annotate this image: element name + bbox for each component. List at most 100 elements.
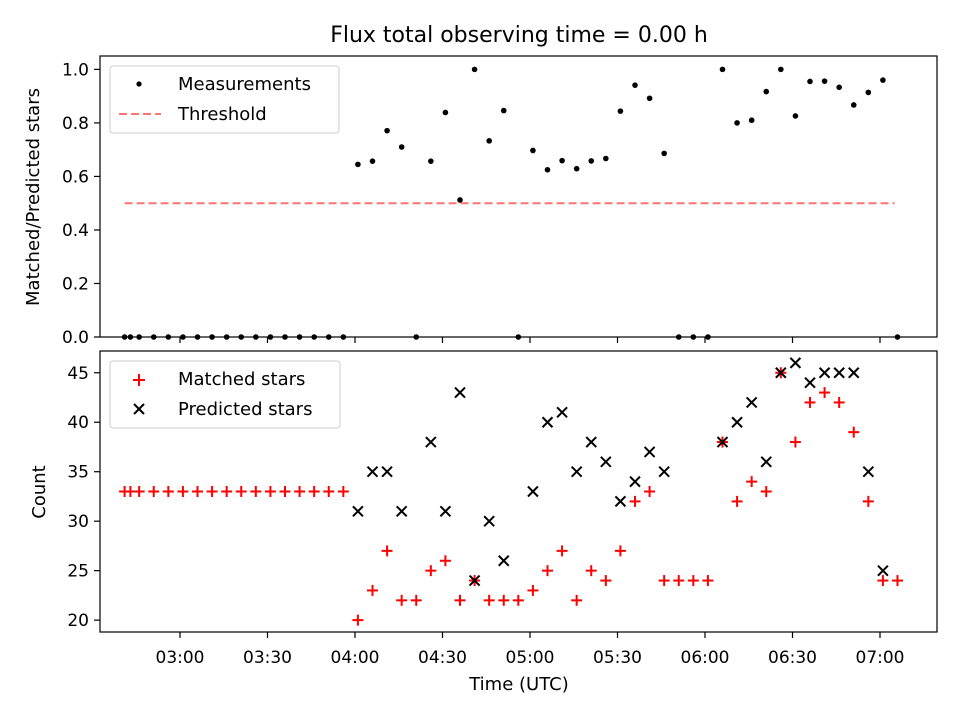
matched-star-point <box>162 486 174 497</box>
top-y-tick-label: 1.0 <box>62 60 89 80</box>
bottom-legend: Matched stars Predicted stars <box>109 360 341 429</box>
predicted-star-point <box>395 505 408 517</box>
predicted-star-point <box>818 367 831 379</box>
predicted-star-point <box>498 555 510 567</box>
matched-star-point <box>731 495 743 507</box>
matched-star-point <box>235 486 247 497</box>
legend-matched-marker <box>133 374 145 386</box>
predicted-star-point <box>877 564 889 577</box>
matched-star-point <box>308 486 320 497</box>
measurement-point <box>661 150 667 157</box>
x-tick-label: 04:30 <box>418 648 467 668</box>
top-y-tick-label: 0.2 <box>62 274 89 294</box>
matched-star-point <box>148 486 160 497</box>
measurement-point <box>792 113 799 119</box>
matched-star-point <box>250 486 262 497</box>
measurement-point <box>559 157 565 164</box>
measurement-point <box>500 107 507 114</box>
measurement-point <box>632 82 638 88</box>
predicted-star-point <box>629 475 641 488</box>
matched-star-point <box>833 396 845 408</box>
matched-star-point <box>381 545 393 557</box>
measurement-point <box>646 95 653 102</box>
top-y-tick-label: 0.0 <box>62 328 89 348</box>
top-legend: Measurements Threshold <box>109 65 340 134</box>
legend-measurements-marker <box>136 81 142 87</box>
matched-star-point <box>600 575 612 587</box>
bottom-y-axis-label: Count <box>29 465 50 518</box>
matched-star-point <box>192 486 203 497</box>
x-axis-label: Time (UTC) <box>468 674 569 695</box>
predicted-star-point <box>833 367 845 379</box>
measurement-point <box>850 102 857 108</box>
top-y-tick-label: 0.6 <box>62 167 89 187</box>
top-y-axis: 0.0 0.2 0.4 0.6 0.8 1.0 <box>62 60 100 348</box>
measurements-series <box>121 66 901 340</box>
measurement-point <box>617 108 624 114</box>
bottom-legend-frame <box>109 360 341 429</box>
matched-star-point <box>177 486 189 497</box>
measurement-point <box>471 66 478 73</box>
legend-matched-label: Matched stars <box>178 369 305 390</box>
bottom-y-tick-label: 30 <box>67 512 89 532</box>
predicted-star-point <box>366 466 379 478</box>
predicted-star-point <box>468 574 481 587</box>
predicted-star-point <box>614 495 627 508</box>
predicted-star-point <box>760 456 772 468</box>
matched-star-point <box>760 486 772 497</box>
measurement-point <box>355 161 361 168</box>
predicted-star-point <box>643 446 656 458</box>
top-y-tick-label: 0.4 <box>62 221 89 241</box>
measurement-point <box>880 77 886 83</box>
predicted-star-point <box>775 367 787 379</box>
measurement-point <box>486 138 492 144</box>
matched-star-point <box>877 575 889 587</box>
matched-star-point <box>221 486 233 497</box>
predicted-star-point <box>483 515 495 527</box>
matched-star-point <box>673 575 685 587</box>
predicted-star-point <box>658 466 670 478</box>
top-plot-frame <box>99 55 938 338</box>
predicted-star-point <box>862 466 875 478</box>
bottom-y-tick-label: 45 <box>67 364 89 384</box>
x-tick-label: 06:30 <box>768 648 817 668</box>
measurement-point <box>719 66 726 73</box>
measurement-point <box>398 144 405 150</box>
x-tick-label: 03:00 <box>156 648 205 668</box>
bottom-panel: 20 25 30 35 40 45 03:00 03:30 04:00 04:30 05:00 05… <box>29 350 938 695</box>
matched-star-point <box>804 396 816 408</box>
predicted-star-point <box>585 436 597 448</box>
measurement-point <box>836 84 842 91</box>
matched-star-point <box>789 436 801 448</box>
matched-star-point <box>746 476 758 488</box>
measurement-point <box>603 155 609 162</box>
measurement-point <box>865 89 872 96</box>
matched-star-point <box>439 555 451 567</box>
matched-star-point <box>454 594 466 606</box>
predicted-star-point <box>439 505 452 517</box>
matched-star-point <box>687 575 699 587</box>
matched-star-point <box>512 594 524 606</box>
x-tick-label: 03:30 <box>243 648 292 668</box>
matched-star-point <box>585 565 597 577</box>
predicted-star-point <box>804 376 816 389</box>
x-tick-label: 04:00 <box>331 648 380 668</box>
matched-star-point <box>337 486 349 497</box>
matched-star-point <box>892 575 903 587</box>
matched-star-point <box>133 486 145 497</box>
matched-star-point <box>542 565 553 577</box>
bottom-y-axis: 20 25 30 35 40 45 <box>67 364 100 631</box>
predicted-star-point <box>600 456 612 468</box>
predicted-star-point <box>789 357 802 369</box>
matched-star-point <box>498 594 510 606</box>
measurement-point <box>763 88 770 95</box>
measurement-point <box>384 127 390 134</box>
matched-star-point <box>483 594 495 606</box>
matched-star-point <box>264 486 276 497</box>
predicted-star-point <box>848 367 860 379</box>
matched-star-point <box>396 594 408 606</box>
bottom-y-tick-label: 35 <box>67 463 89 483</box>
matched-star-point <box>819 387 831 399</box>
predicted-star-point <box>570 466 583 478</box>
predicted-star-point <box>716 436 729 448</box>
